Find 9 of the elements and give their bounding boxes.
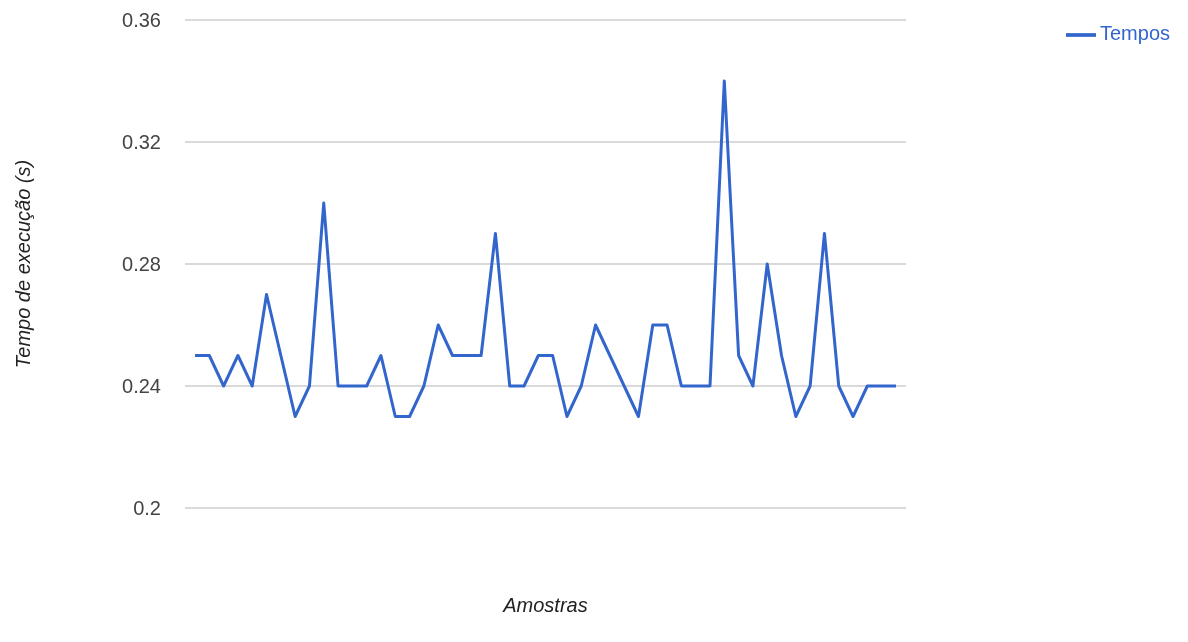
y-tick-label: 0.24	[122, 375, 161, 398]
y-tick-label: 0.36	[122, 9, 161, 32]
line-series	[193, 79, 898, 418]
y-axis-title: Tempo de execução (s)	[12, 159, 35, 369]
x-axis-title: Amostras	[502, 594, 588, 617]
y-tick-label: 0.32	[122, 131, 161, 154]
y-tick-label: 0.2	[133, 497, 161, 520]
y-tick-label: 0.28	[122, 253, 161, 276]
legend-label: Tempos	[1099, 22, 1170, 45]
